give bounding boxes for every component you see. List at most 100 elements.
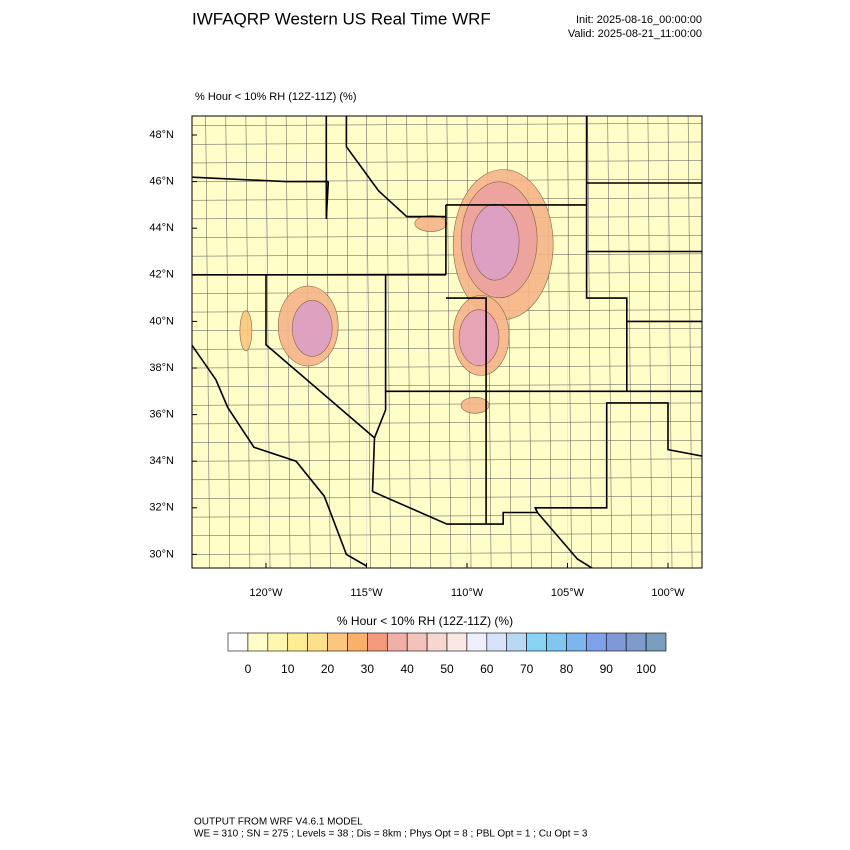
map-layer [186, 116, 752, 568]
county-line [192, 253, 702, 257]
footer-line: OUTPUT FROM WRF V4.6.1 MODEL [194, 817, 363, 828]
colorbar-label: 10 [281, 662, 295, 676]
colorbar-box [446, 632, 468, 652]
lat-tick-label: 40°N [149, 315, 174, 327]
colorbar-title: % Hour < 10% RH (12Z-11Z) (%) [337, 614, 513, 628]
colorbar-box [327, 632, 348, 652]
county-line [192, 290, 702, 294]
colorbar-box [546, 632, 567, 652]
county-line [192, 346, 702, 350]
colorbar-label: 50 [440, 662, 454, 676]
county-line [426, 116, 432, 568]
county-line [192, 551, 702, 555]
colorbar-box [526, 632, 547, 652]
init-time: Init: 2025-08-16_00:00:00 [576, 14, 702, 26]
county-line [547, 116, 552, 568]
county-line [192, 197, 702, 201]
lat-tick-label: 30°N [149, 548, 174, 560]
state-boundary [192, 343, 367, 567]
valid-time: Valid: 2025-08-21_11:00:00 [568, 28, 702, 40]
county-line [265, 116, 271, 568]
county-line [192, 160, 702, 164]
county-line [192, 141, 702, 145]
lat-tick-label: 36°N [149, 409, 174, 421]
lat-tick-label: 32°N [149, 502, 174, 514]
county-line [627, 116, 633, 568]
county-line [192, 123, 702, 126]
colorbar-label: 60 [480, 662, 494, 676]
county-line [205, 116, 210, 568]
county-line [587, 116, 592, 568]
colorbar: 0 10 20 30 40 50 60 70 80 90 100 [227, 632, 667, 676]
state-boundary [534, 507, 594, 568]
colorbar-box [247, 632, 269, 652]
state-boundary [192, 176, 329, 183]
county-line [192, 514, 702, 518]
county-line [192, 216, 702, 220]
county-line [748, 116, 752, 568]
state-boundary [325, 116, 330, 219]
county-line [186, 116, 190, 568]
lat-tick-label: 38°N [149, 362, 174, 374]
map-frame [191, 115, 703, 569]
state-boundary [345, 116, 447, 275]
colorbar-label: 70 [520, 662, 534, 676]
colorbar-box [367, 632, 388, 652]
colorbar-box [287, 632, 308, 652]
colorbar-label: 0 [245, 662, 252, 676]
county-line [386, 116, 391, 568]
colorbar-box [566, 632, 587, 652]
county-line [446, 116, 452, 568]
colorbar-box [227, 632, 249, 652]
county-line [687, 116, 693, 568]
county-line [192, 309, 702, 313]
county-line [192, 533, 702, 537]
state-boundary [373, 274, 387, 439]
county-line [567, 116, 572, 568]
county-line [647, 116, 653, 568]
colorbar-label: 90 [600, 662, 614, 676]
lat-tick-label: 46°N [149, 176, 174, 188]
colorbar-box [645, 632, 667, 652]
county-line [667, 116, 673, 568]
colorbar-box [506, 632, 527, 652]
colorbar-label: 20 [321, 662, 335, 676]
colorbar-box [625, 632, 647, 652]
colorbar-box [466, 632, 488, 652]
map-subtitle: % Hour < 10% RH (12Z-11Z) (%) [195, 91, 356, 103]
county-line [192, 421, 702, 425]
county-line [225, 116, 231, 568]
colorbar-box [267, 632, 289, 652]
colorbar-box [406, 632, 428, 652]
dry-area [414, 215, 448, 232]
colorbar-box [386, 632, 408, 652]
state-boundary [265, 274, 376, 492]
colorbar-box [307, 632, 328, 652]
dry-area [239, 310, 253, 352]
county-line [192, 477, 702, 481]
lat-tick-label: 48°N [149, 129, 174, 141]
county-line [406, 116, 411, 568]
lon-tick-label: 100°W [651, 587, 685, 599]
colorbar-box [486, 632, 508, 652]
colorbar-box [586, 632, 607, 652]
dry-area [470, 203, 520, 281]
colorbar-label: 80 [560, 662, 574, 676]
colorbar-box [426, 632, 448, 652]
colorbar-box [347, 632, 368, 652]
county-line [708, 116, 712, 568]
colorbar-label: 100 [636, 662, 656, 676]
county-line [366, 116, 371, 568]
county-line [192, 458, 702, 462]
lon-tick-label: 105°W [551, 587, 585, 599]
dry-area [458, 309, 500, 367]
county-line [607, 116, 612, 568]
county-line [192, 365, 702, 369]
dry-area [460, 396, 490, 414]
dry-area [291, 300, 333, 357]
lat-tick-label: 42°N [149, 269, 174, 281]
colorbar-box [605, 632, 627, 652]
title: IWFAQRP Western US Real Time WRF [192, 9, 491, 28]
lat-tick-label: 34°N [149, 455, 174, 467]
